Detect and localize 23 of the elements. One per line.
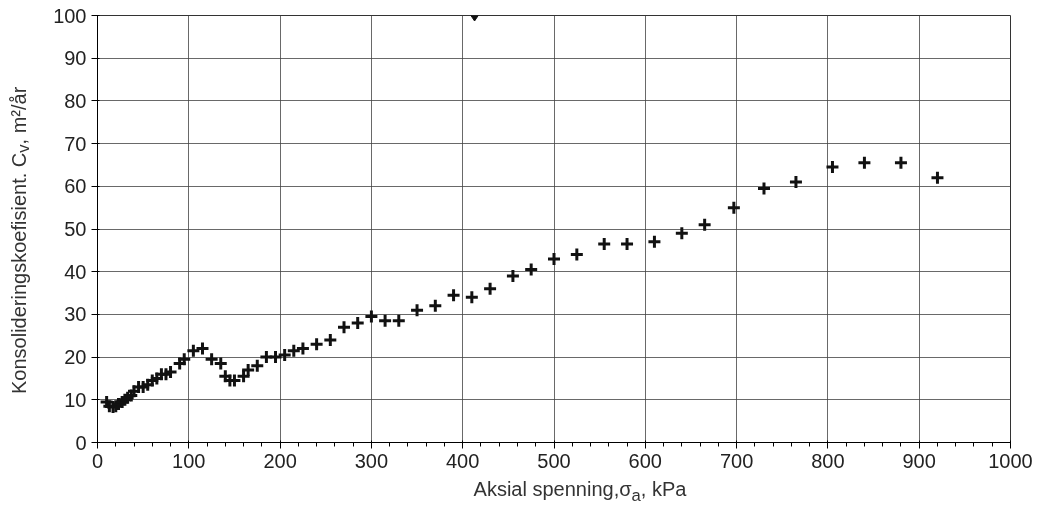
x-tick-label: 900 xyxy=(902,449,936,472)
x-tick-label: 200 xyxy=(263,449,297,472)
x-tick-label: 400 xyxy=(446,449,480,472)
x-tick-label: 600 xyxy=(628,449,662,472)
x-tick-label: 1000 xyxy=(988,449,1033,472)
y-tick-label: 60 xyxy=(64,175,87,198)
y-tick-label: 10 xyxy=(64,388,87,411)
y-tick-label: 30 xyxy=(64,303,87,326)
y-tick-label: 70 xyxy=(64,132,87,155)
y-tick-label: 0 xyxy=(75,431,87,454)
x-tick-label: 300 xyxy=(354,449,389,472)
x-tick-label: 700 xyxy=(719,449,754,472)
x-tick-label: 500 xyxy=(537,449,571,472)
y-tick-label: 20 xyxy=(64,346,87,369)
y-tick-label: 80 xyxy=(64,89,87,112)
y-tick-label: 100 xyxy=(53,4,87,27)
x-tick-label: 100 xyxy=(172,449,206,472)
y-tick-label: 90 xyxy=(64,47,87,70)
x-axis-title: Aksial spenning,σ$_{a}$, kPa xyxy=(473,477,687,507)
x-tick-label: 0 xyxy=(91,449,104,472)
y-tick-label: 40 xyxy=(64,260,87,283)
x-tick-label: 800 xyxy=(811,449,845,472)
y-tick-label: 50 xyxy=(64,218,87,240)
